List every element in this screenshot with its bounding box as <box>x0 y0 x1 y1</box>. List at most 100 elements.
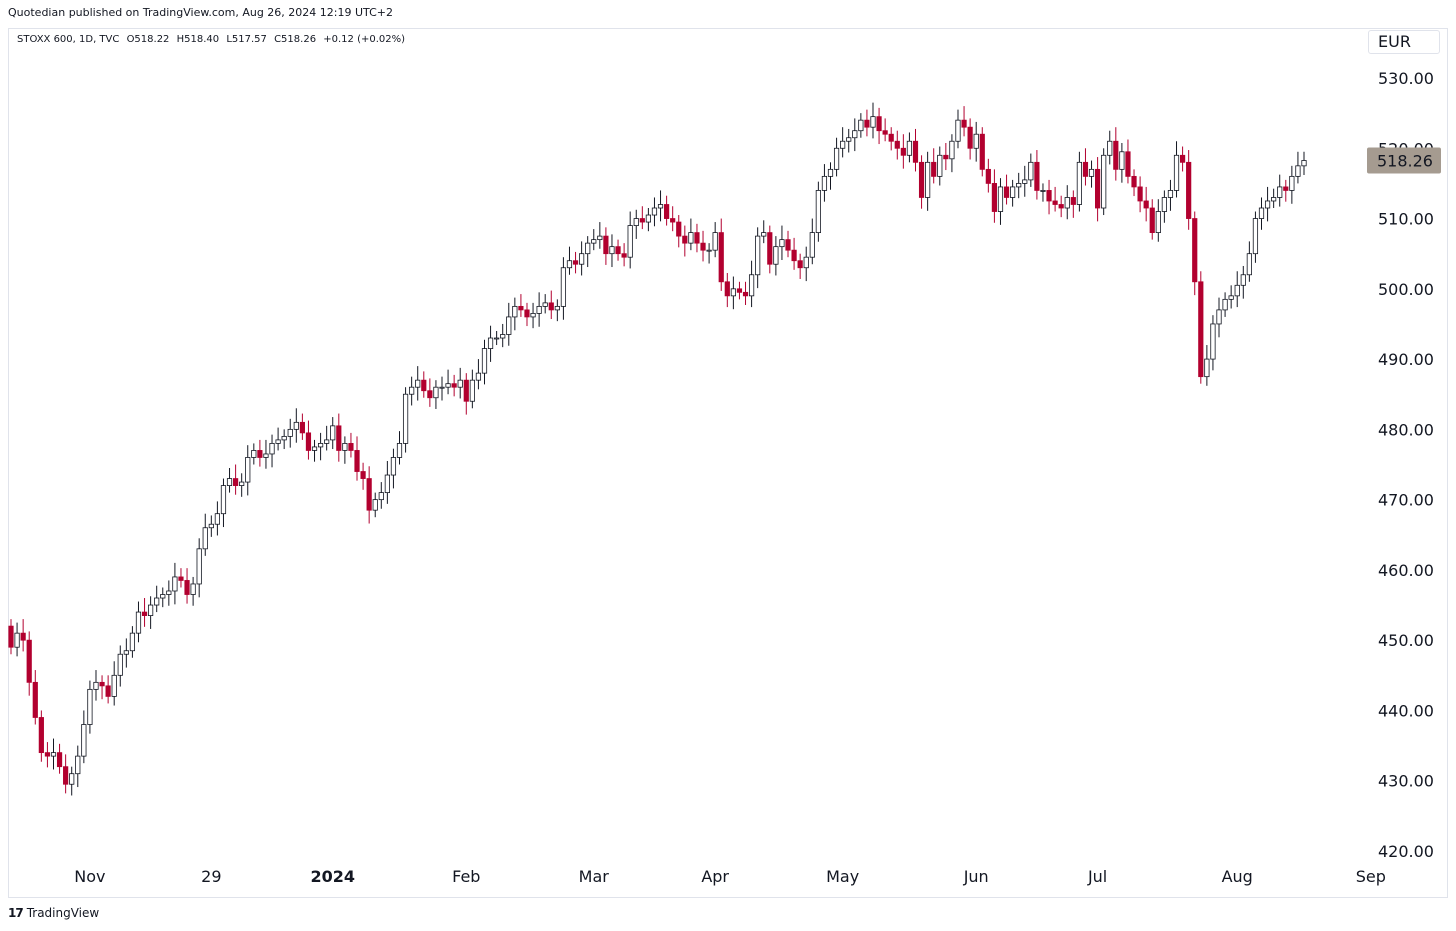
candle-body-down <box>1070 197 1076 205</box>
candle-body-up <box>1022 179 1028 184</box>
candle-body-up <box>1258 207 1265 219</box>
candle-body-up <box>1155 211 1161 234</box>
legend-high: H518.40 <box>176 34 220 45</box>
candle-body-down <box>1179 154 1186 163</box>
candle <box>348 432 354 458</box>
candle-body-up <box>196 548 202 585</box>
candle <box>269 434 275 468</box>
candle <box>494 330 500 346</box>
candle <box>1277 174 1283 207</box>
candle <box>536 292 542 327</box>
candle <box>627 211 633 269</box>
candle <box>615 239 621 261</box>
candle <box>463 373 469 415</box>
candle-body-up <box>1216 309 1222 325</box>
candle-body-down <box>99 681 105 687</box>
price-tick-label: 500.00 <box>1378 280 1434 299</box>
candle <box>1264 186 1271 222</box>
candle-body-up <box>973 133 979 149</box>
candle-body-down <box>676 221 682 237</box>
candle <box>1101 148 1107 216</box>
candle <box>141 598 148 627</box>
candle-body-up <box>706 249 712 252</box>
candle <box>135 601 142 643</box>
candle <box>457 367 463 399</box>
candle <box>378 482 384 509</box>
candle <box>894 130 900 160</box>
candle <box>518 294 524 317</box>
candle-body-up <box>202 527 208 550</box>
candle <box>38 710 44 762</box>
candle-body-up <box>833 147 840 170</box>
candle-body-down <box>1131 175 1137 188</box>
candle <box>451 374 457 397</box>
candle-body-down <box>615 246 621 255</box>
tradingview-logo-icon: 17 <box>8 906 24 920</box>
candle-body-up <box>75 755 81 775</box>
candle <box>797 253 803 279</box>
candle-body-down <box>943 154 949 160</box>
candle-body-up <box>50 752 57 757</box>
price-tick-label: 450.00 <box>1378 631 1434 650</box>
candle-body-up <box>500 334 506 339</box>
candle-body-down <box>233 478 239 486</box>
candle <box>372 492 378 518</box>
candle <box>651 197 658 227</box>
candle-body-up <box>1228 295 1234 300</box>
candle <box>779 225 785 261</box>
candle <box>1107 130 1113 165</box>
candle <box>396 431 403 465</box>
candle <box>730 276 736 310</box>
candle-body-up <box>1295 165 1301 177</box>
candle <box>700 230 706 262</box>
tradingview-footer[interactable]: 17 TradingView <box>8 906 99 920</box>
candle <box>263 439 269 469</box>
candle-body-up <box>154 597 160 606</box>
candle-body-down <box>421 379 427 392</box>
candle-body-up <box>172 576 178 592</box>
candle <box>706 243 712 264</box>
candle-body-down <box>299 421 305 434</box>
currency-selector[interactable]: EUR <box>1368 30 1440 54</box>
candle-body-down <box>1095 168 1101 209</box>
candle-body-down <box>718 232 724 283</box>
candle <box>148 596 154 629</box>
candle <box>1252 211 1259 263</box>
candle-body-down <box>451 383 457 388</box>
candle <box>585 236 591 268</box>
candle-body-up <box>81 724 87 757</box>
candle <box>912 128 919 172</box>
candle <box>469 369 475 409</box>
candle-body-down <box>700 242 706 251</box>
legend-low: L517.57 <box>226 34 267 45</box>
candle <box>384 460 390 504</box>
price-tick-label: 460.00 <box>1378 561 1434 580</box>
candle <box>481 339 488 385</box>
candle <box>846 128 852 153</box>
last-price-badge <box>1367 147 1441 174</box>
candle-body-up <box>937 154 943 177</box>
candle-body-up <box>251 450 257 458</box>
candle-body-up <box>803 256 809 269</box>
candle-body-up <box>955 119 961 142</box>
candle <box>718 218 724 291</box>
candle <box>390 448 397 489</box>
candle <box>657 190 664 222</box>
candle <box>852 118 858 152</box>
candle-body-down <box>1137 186 1143 202</box>
last-price-label: 518.26 <box>1377 152 1433 171</box>
candle-body-down <box>348 443 354 451</box>
candle-body-down <box>985 168 991 184</box>
candle <box>609 234 615 268</box>
candle-body-down <box>1058 204 1064 209</box>
time-axis: Nov 29 2024 Feb Mar Apr May Jun Jul Aug Sep <box>74 867 1386 886</box>
candle-body-down <box>518 305 524 311</box>
candle <box>1149 199 1155 240</box>
candle <box>287 418 293 448</box>
candle <box>445 369 451 395</box>
candle-body-down <box>639 218 645 223</box>
candle-body-up <box>1101 154 1107 209</box>
candle-body-down <box>888 133 894 142</box>
candle-body-down <box>8 625 14 648</box>
